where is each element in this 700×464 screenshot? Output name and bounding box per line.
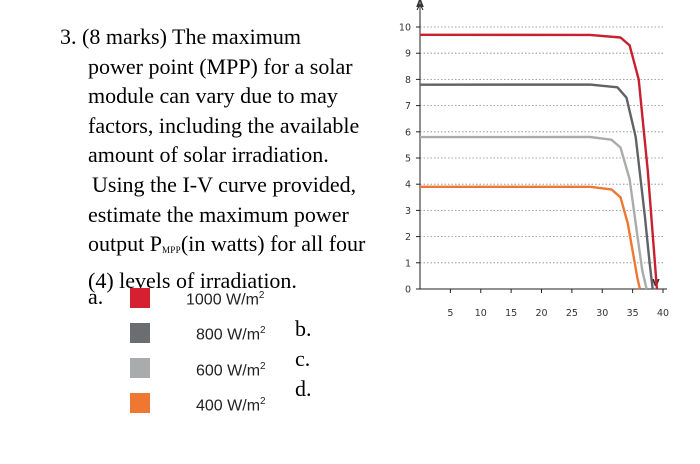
series-line-2	[419, 83, 654, 290]
question-text: 3. (8 marks) The maximum power point (MP…	[60, 22, 400, 295]
legend-swatch-800	[130, 323, 150, 343]
legend-label-800: 800 W/m2	[196, 325, 266, 344]
question-marks: (8 marks)	[82, 24, 167, 49]
x-tick-label: 10	[475, 308, 487, 319]
y-tick-label: 4	[405, 180, 411, 191]
legend-label-400: 400 W/m2	[196, 396, 266, 415]
y-tick-label: 9	[405, 49, 411, 60]
series-line-1	[419, 33, 659, 290]
x-tick-label: 15	[505, 308, 517, 319]
question-line-4: factors, including the available	[88, 112, 360, 138]
question-line-5: amount of solar irradiation.	[88, 142, 329, 168]
y-tick-label: 2	[405, 232, 411, 243]
question-line-8: output PMPP(in watts) for all four	[88, 231, 366, 257]
y-tick-label: 10	[399, 23, 411, 34]
y-tick-label: 0	[405, 285, 411, 296]
question-line-6: Using the I-V curve provided,	[92, 171, 357, 197]
y-axis-label: A	[416, 0, 424, 10]
x-tick-label: 35	[627, 308, 639, 319]
question-line-1: 3. (8 marks) The maximum	[60, 24, 301, 49]
legend-label-600: 600 W/m2	[196, 361, 266, 380]
x-tick-label: 20	[535, 308, 547, 319]
x-tick-label: 25	[566, 308, 578, 319]
y-tick-label: 6	[405, 127, 411, 138]
y-tick-label: 8	[405, 75, 411, 86]
y-tick-label: 1	[405, 258, 411, 269]
question-line-10: (4) levels of irradiation.	[88, 267, 297, 293]
x-tick-label: 30	[596, 308, 608, 319]
question-line-2: power point (MPP) for a solar	[88, 53, 353, 79]
y-tick-label: 5	[405, 154, 411, 165]
legend-swatch-1000	[130, 288, 150, 308]
question-line-3: module can vary due to may	[88, 83, 338, 109]
y-tick-label: 3	[405, 206, 411, 217]
x-tick-labels: 5 10 15 20 25 30 35 40	[447, 289, 669, 319]
chart-grid	[416, 2, 663, 264]
legend-swatch-400	[130, 393, 150, 413]
legend-swatch-600	[130, 358, 150, 378]
option-d-letter: d.	[295, 376, 312, 401]
option-a-letter: a.	[88, 284, 104, 309]
mpp-subscript: MPP	[161, 245, 181, 256]
legend-label-1000: 1000 W/m2	[186, 290, 265, 309]
x-tick-label: 5	[447, 308, 453, 319]
x-tick-label: 40	[657, 308, 669, 319]
question-line-7: estimate the maximum power	[88, 201, 349, 227]
option-b-letter: b.	[295, 316, 312, 341]
y-tick-label: 7	[405, 101, 411, 112]
series-line-4	[419, 185, 642, 290]
question-number: 3.	[60, 24, 77, 49]
series-line-3	[419, 135, 648, 290]
chart-series	[419, 33, 659, 290]
option-c-letter: c.	[295, 346, 311, 371]
y-tick-labels: 0 1 2 3 4 5 6 7 8 9 10	[399, 23, 420, 296]
y-axis-arrow	[416, 2, 424, 11]
